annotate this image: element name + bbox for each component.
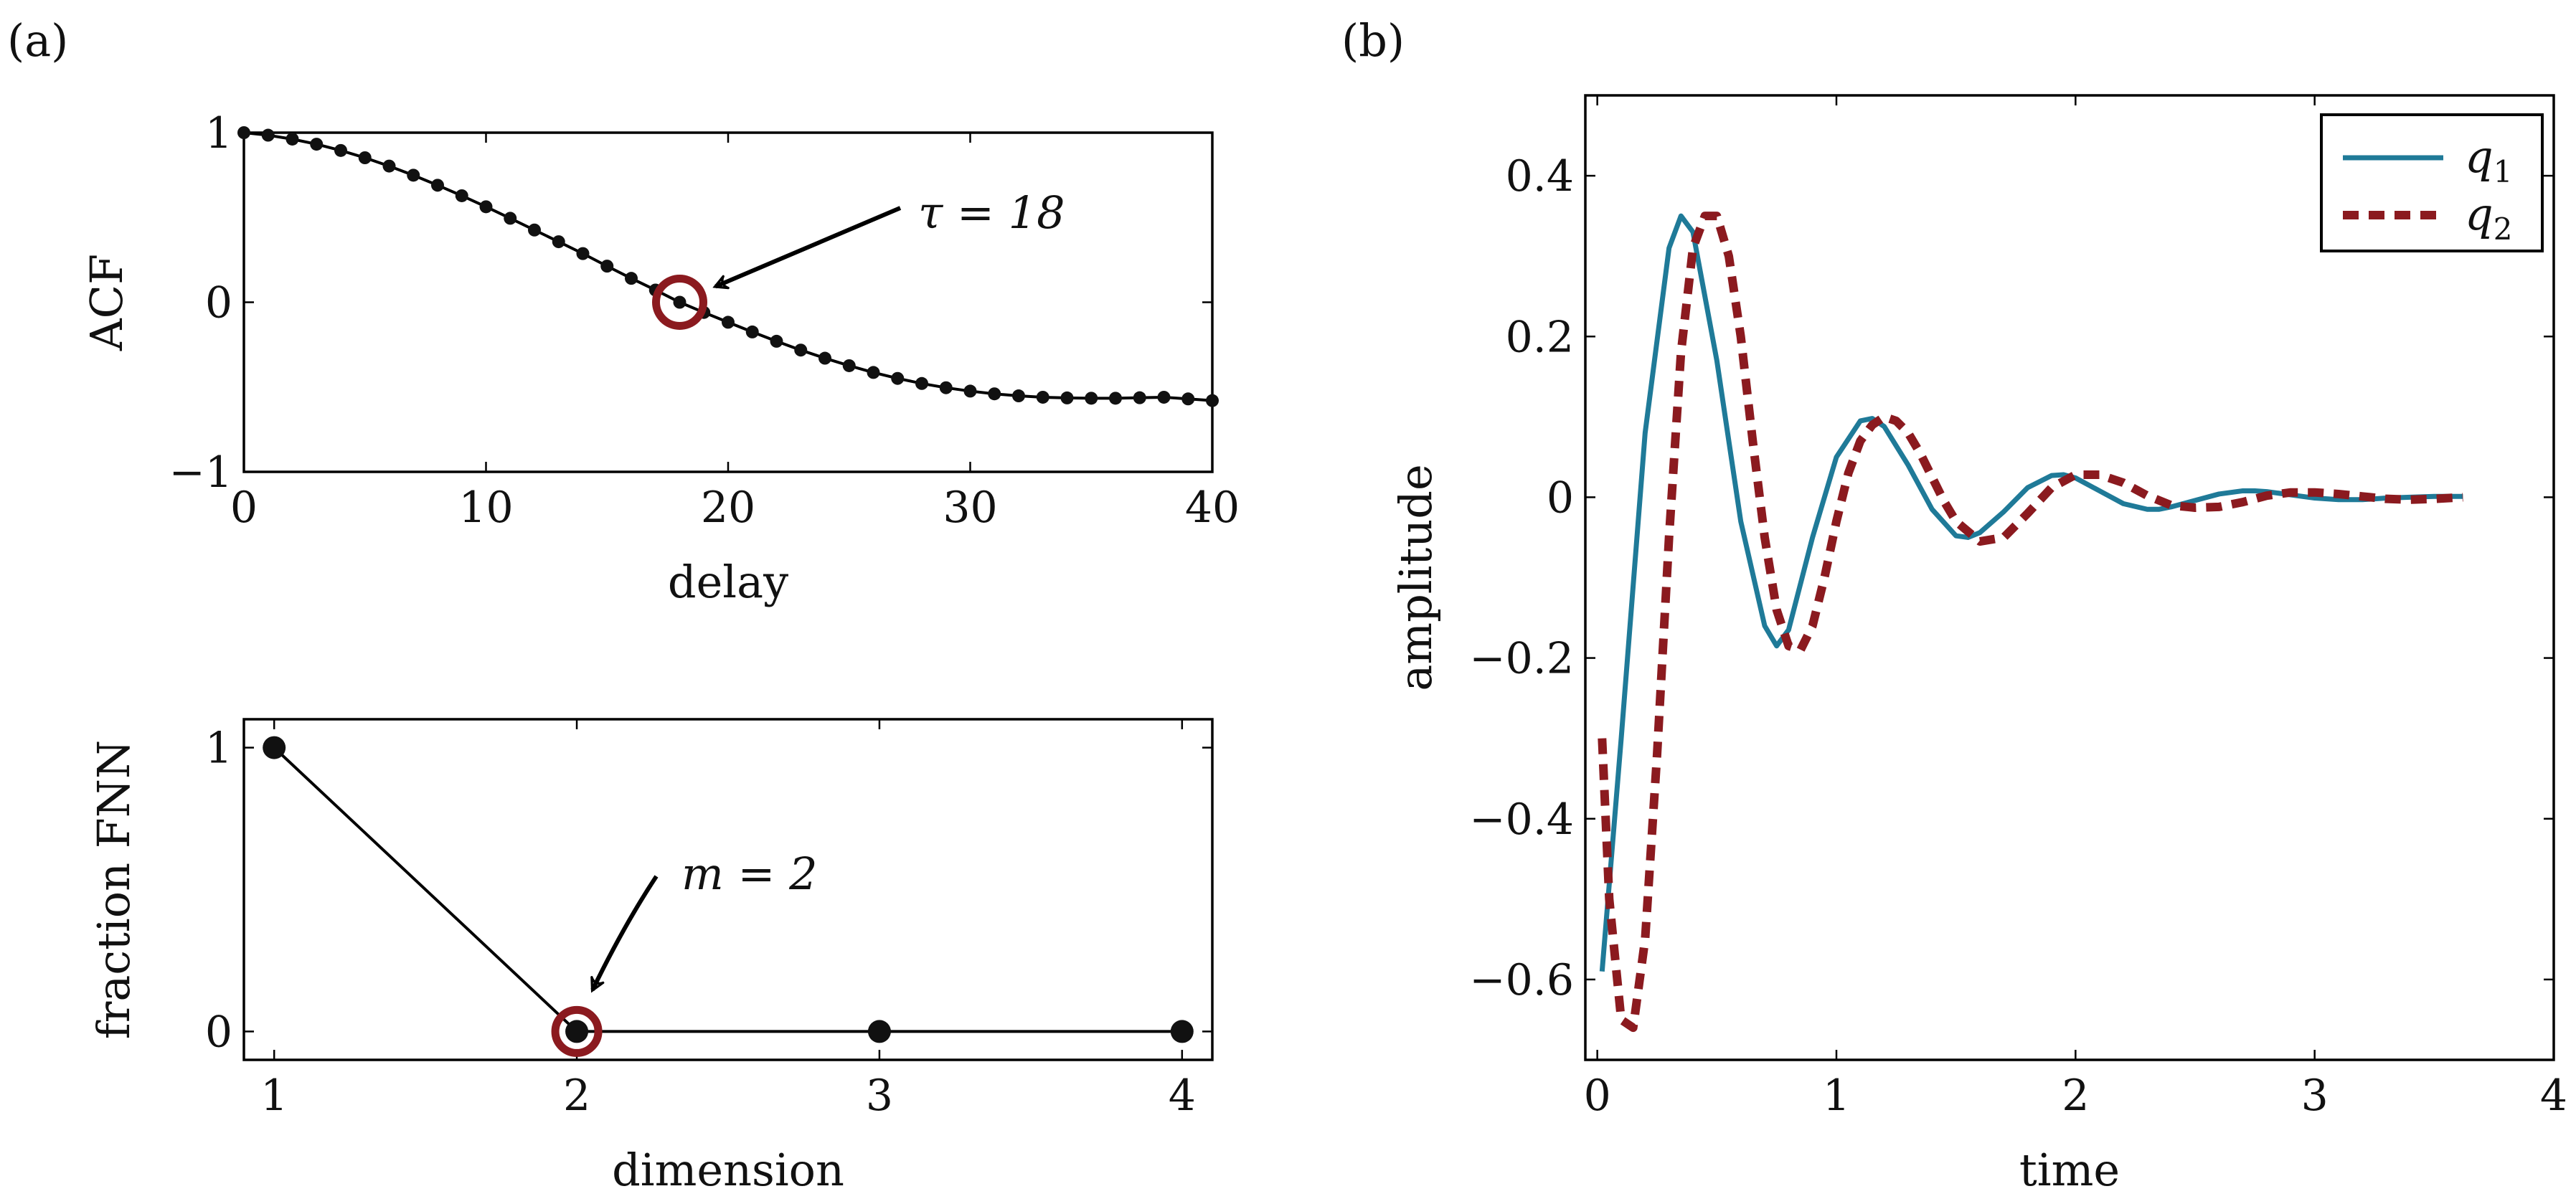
acf-point bbox=[1157, 390, 1171, 404]
amplitude-xlabel: time bbox=[2019, 1144, 2120, 1196]
acf-point bbox=[504, 212, 517, 225]
amplitude-ylabel: amplitude bbox=[1390, 464, 1442, 691]
acf-point bbox=[818, 351, 831, 365]
acf-point bbox=[1109, 392, 1122, 405]
series-line-q2 bbox=[1598, 212, 2463, 1033]
amplitude-xtick-label: 4 bbox=[2540, 1071, 2567, 1121]
fnn-xlabel: dimension bbox=[612, 1144, 844, 1196]
acf-annotation-label: τ = 18 bbox=[918, 186, 1065, 239]
acf-plot-frame bbox=[242, 131, 1214, 473]
acf-point bbox=[382, 159, 396, 173]
acf-point bbox=[988, 387, 1001, 401]
amplitude-ytick-label: −0.6 bbox=[1469, 955, 1574, 1005]
fnn-point bbox=[1170, 1020, 1194, 1043]
acf-point bbox=[334, 143, 347, 157]
acf-point bbox=[939, 381, 953, 394]
fnn-xtick-label: 4 bbox=[1169, 1071, 1196, 1121]
fnn-point bbox=[565, 1020, 589, 1043]
acf-series-line bbox=[243, 131, 1213, 402]
legend-box bbox=[2320, 113, 2544, 252]
acf-xtick-label: 0 bbox=[230, 483, 258, 533]
fnn-xtick-label: 3 bbox=[866, 1071, 893, 1121]
fnn-ytick-label: 1 bbox=[205, 724, 232, 774]
amplitude-ytick-label: −0.2 bbox=[1469, 634, 1574, 684]
acf-xtick-label: 20 bbox=[701, 483, 755, 533]
acf-point bbox=[358, 151, 372, 165]
acf-point bbox=[431, 179, 444, 192]
acf-point bbox=[1181, 392, 1195, 406]
acf-point bbox=[261, 128, 275, 142]
acf-point bbox=[1206, 394, 1219, 407]
fnn-xtick-label: 2 bbox=[563, 1071, 590, 1121]
acf-point bbox=[576, 247, 590, 260]
acf-point bbox=[1036, 390, 1049, 404]
acf-point bbox=[455, 189, 468, 202]
fnn-point bbox=[263, 736, 286, 759]
acf-point bbox=[794, 343, 808, 357]
fnn-series-line bbox=[273, 746, 1182, 1033]
acf-point bbox=[407, 169, 420, 182]
acf-ylabel: ACF bbox=[80, 254, 133, 351]
acf-point bbox=[528, 223, 541, 237]
panel-label-a: (a) bbox=[7, 14, 68, 67]
acf-point bbox=[722, 316, 735, 329]
fnn-annotation-label: m = 2 bbox=[681, 848, 818, 900]
acf-point bbox=[963, 384, 977, 398]
panel-label-b: (b) bbox=[1341, 14, 1405, 67]
fnn-annotation-arrow bbox=[593, 875, 659, 990]
acf-ytick-label: −1 bbox=[169, 447, 232, 498]
acf-xtick-label: 30 bbox=[943, 483, 997, 533]
acf-ytick-label: 1 bbox=[205, 108, 232, 158]
amplitude-ytick-label: 0.4 bbox=[1506, 151, 1574, 202]
fnn-plot-frame bbox=[242, 718, 1214, 1061]
acf-point bbox=[842, 359, 856, 372]
acf-point bbox=[867, 366, 880, 379]
acf-xlabel: delay bbox=[668, 556, 788, 608]
acf-point bbox=[237, 126, 250, 139]
acf-point bbox=[1085, 392, 1098, 405]
acf-point bbox=[1133, 391, 1146, 404]
acf-point bbox=[310, 138, 324, 151]
acf-point bbox=[625, 272, 638, 285]
acf-point bbox=[552, 235, 565, 249]
fnn-xtick-label: 1 bbox=[260, 1071, 288, 1121]
acf-xtick-label: 10 bbox=[458, 483, 513, 533]
amplitude-ytick-label: −0.4 bbox=[1469, 795, 1574, 845]
acf-xtick-label: 40 bbox=[1185, 483, 1240, 533]
amplitude-chart: 0 1 2 3 4−0.6−0.4−0.200.20.4timeamplitudeq1q… bbox=[1390, 94, 2567, 1196]
amplitude-plot-frame bbox=[1584, 94, 2555, 1061]
acf-ytick-label: 0 bbox=[205, 278, 232, 328]
acf-point bbox=[891, 371, 905, 385]
acf-point bbox=[673, 295, 687, 309]
amplitude-ytick-label: 0.2 bbox=[1506, 312, 1574, 362]
acf-point bbox=[286, 132, 299, 146]
acf-point bbox=[479, 200, 493, 214]
acf-point bbox=[1060, 391, 1074, 404]
amplitude-xtick-label: 2 bbox=[2062, 1071, 2089, 1121]
fnn-ytick-label: 0 bbox=[205, 1007, 232, 1057]
acf-point bbox=[1012, 389, 1025, 403]
amplitude-xtick-label: 1 bbox=[1823, 1071, 1850, 1121]
legend-label-q2: q2 bbox=[2465, 188, 2512, 247]
acf-point bbox=[770, 334, 783, 348]
acf-annotation-arrow bbox=[716, 206, 902, 287]
acf-point bbox=[600, 260, 614, 273]
fnn-highlight-ring bbox=[551, 1005, 603, 1057]
acf-point bbox=[745, 325, 759, 338]
acf-point bbox=[915, 376, 928, 390]
series-line-q1 bbox=[1599, 213, 2463, 972]
acf-highlight-ring bbox=[652, 275, 707, 330]
fnn-ylabel: fraction FNN bbox=[88, 740, 140, 1040]
fnn-point bbox=[867, 1020, 891, 1043]
amplitude-xtick-label: 0 bbox=[1584, 1071, 1611, 1121]
amplitude-ytick-label: 0 bbox=[1547, 473, 1574, 523]
amplitude-xtick-label: 3 bbox=[2301, 1071, 2329, 1121]
